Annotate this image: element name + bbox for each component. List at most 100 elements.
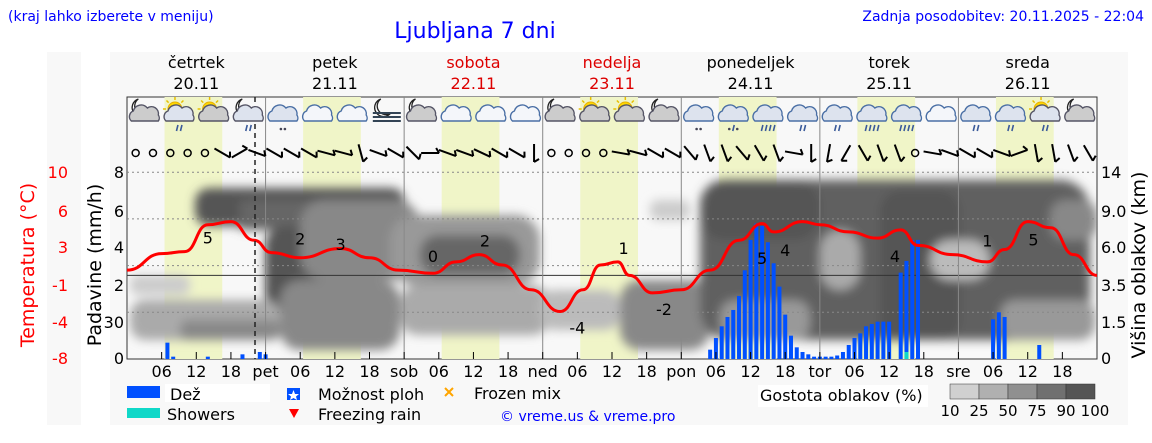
rain-bar	[881, 321, 886, 359]
rain-mark	[1011, 124, 1015, 132]
calm-wind-icon	[131, 148, 140, 158]
cloud-shape	[994, 104, 1027, 122]
day-date: 23.11	[589, 74, 635, 93]
rain-bar	[783, 314, 788, 359]
barb-staff	[958, 147, 976, 159]
colorbar-segment	[1036, 383, 1067, 400]
barb-flag	[263, 150, 267, 157]
temperature-label: 0	[428, 247, 438, 266]
barb-staff	[683, 145, 697, 161]
wind-barb-icon	[840, 144, 852, 162]
calm-wind-icon	[599, 148, 608, 158]
x-tick-label: 18	[221, 362, 241, 381]
cloud-icon	[475, 104, 507, 122]
rain-bar	[852, 337, 857, 359]
legend: Dež Showers Možnost ploh Freezing rain F…	[127, 383, 1109, 425]
rain-bar	[719, 326, 724, 359]
rain-bar	[205, 356, 210, 359]
x-tick-label: 06	[151, 362, 171, 381]
precipitation-tick: 0	[114, 349, 124, 368]
rain-mark	[1007, 124, 1011, 132]
rain-bar	[846, 344, 851, 359]
rain-bar	[858, 333, 863, 359]
cloud-shape	[232, 104, 264, 122]
calm-wind-icon	[581, 148, 591, 158]
sun-ray	[631, 99, 635, 104]
barb-staff	[231, 147, 248, 159]
barb-staff	[992, 148, 1011, 158]
rain-bar	[898, 272, 903, 359]
day-name: sobota	[446, 53, 500, 72]
night-cloud-rain-icon	[232, 98, 264, 132]
weather-icons-row	[128, 97, 1096, 132]
precipitation-tick: 30	[104, 313, 124, 332]
gridlines	[127, 97, 1097, 359]
barb-staff	[876, 144, 885, 162]
rain-bar	[916, 239, 921, 359]
wind-barb-icon	[958, 147, 976, 159]
barb-staff	[825, 143, 832, 163]
wind-barb-icon	[1033, 143, 1043, 163]
cloud-shape	[128, 104, 161, 122]
rain-mark	[1041, 124, 1045, 132]
rain-bar	[910, 239, 915, 359]
x-axis: 06 12 18 pet 06 12 18 sob 06 12 18 ned 06 12 18 pon 06 12…	[151, 352, 1073, 381]
cloud-rain-icon	[994, 104, 1027, 132]
precipitation-axis-label: Padavine (mm/h)	[84, 184, 106, 347]
rain-mark	[731, 124, 736, 132]
wind-barb-icon	[387, 147, 405, 159]
temperature-tick: -8	[52, 349, 68, 368]
cloud-snow-icon	[683, 104, 715, 131]
barb-flag	[644, 149, 648, 156]
barb-flag	[488, 150, 492, 157]
barb-flag	[435, 147, 440, 154]
wind-barb-icon	[334, 149, 354, 157]
sun-ray	[200, 99, 204, 104]
sun-ray	[581, 99, 585, 104]
day-name: torek	[868, 53, 910, 72]
barb-staff	[248, 148, 266, 158]
location-hint[interactable]: (kraj lahko izberete v meniju)	[8, 9, 214, 25]
sun-ray	[596, 99, 600, 104]
barb-staff	[976, 147, 993, 159]
cloud-shape	[267, 104, 299, 122]
temperature-label: 1	[982, 232, 992, 251]
cloud-shape	[821, 104, 853, 122]
wind-barb-icon	[231, 144, 248, 159]
barb-flag	[315, 151, 318, 158]
rain-bar	[800, 351, 805, 359]
rain-mark	[764, 124, 768, 132]
wind-barb-icon	[533, 144, 540, 163]
barb-staff	[784, 150, 803, 156]
rain-bar	[731, 309, 736, 359]
colorbar-label: 90	[1056, 402, 1075, 420]
x-tick-label: 18	[359, 362, 379, 381]
rain-bar	[765, 242, 770, 359]
rain-bar	[240, 354, 245, 359]
rain-bar	[257, 351, 262, 359]
rain-bar	[165, 342, 170, 359]
calm-wind-icon	[148, 148, 158, 158]
temperature-label: 2	[480, 232, 490, 251]
rain-mark	[799, 124, 803, 132]
barb-staff	[940, 148, 959, 158]
temperature-label: 2	[295, 230, 305, 249]
cloud-height-tick: 6.0	[1101, 238, 1126, 257]
rain-bar	[777, 286, 782, 359]
day-date: 25.11	[866, 74, 912, 93]
rain-bar	[996, 312, 1001, 359]
x-tick-label: pet	[252, 362, 278, 381]
precipitation-tick: 6	[114, 202, 124, 221]
cloud-shape	[856, 104, 888, 122]
cloud-height-axis-label: Višina oblakov (km)	[1128, 172, 1150, 359]
day-date: 26.11	[1005, 74, 1051, 93]
barb-flag	[506, 151, 509, 158]
barb-staff	[491, 147, 508, 159]
x-tick-label: 12	[186, 362, 206, 381]
credit-link[interactable]: © vreme.us & vreme.pro	[500, 409, 675, 425]
x-tick-label: 12	[325, 362, 345, 381]
cloud-shape	[509, 104, 542, 122]
x-tick-label: 06	[983, 362, 1003, 381]
star-icon	[288, 390, 299, 400]
rain-mark	[911, 124, 915, 132]
